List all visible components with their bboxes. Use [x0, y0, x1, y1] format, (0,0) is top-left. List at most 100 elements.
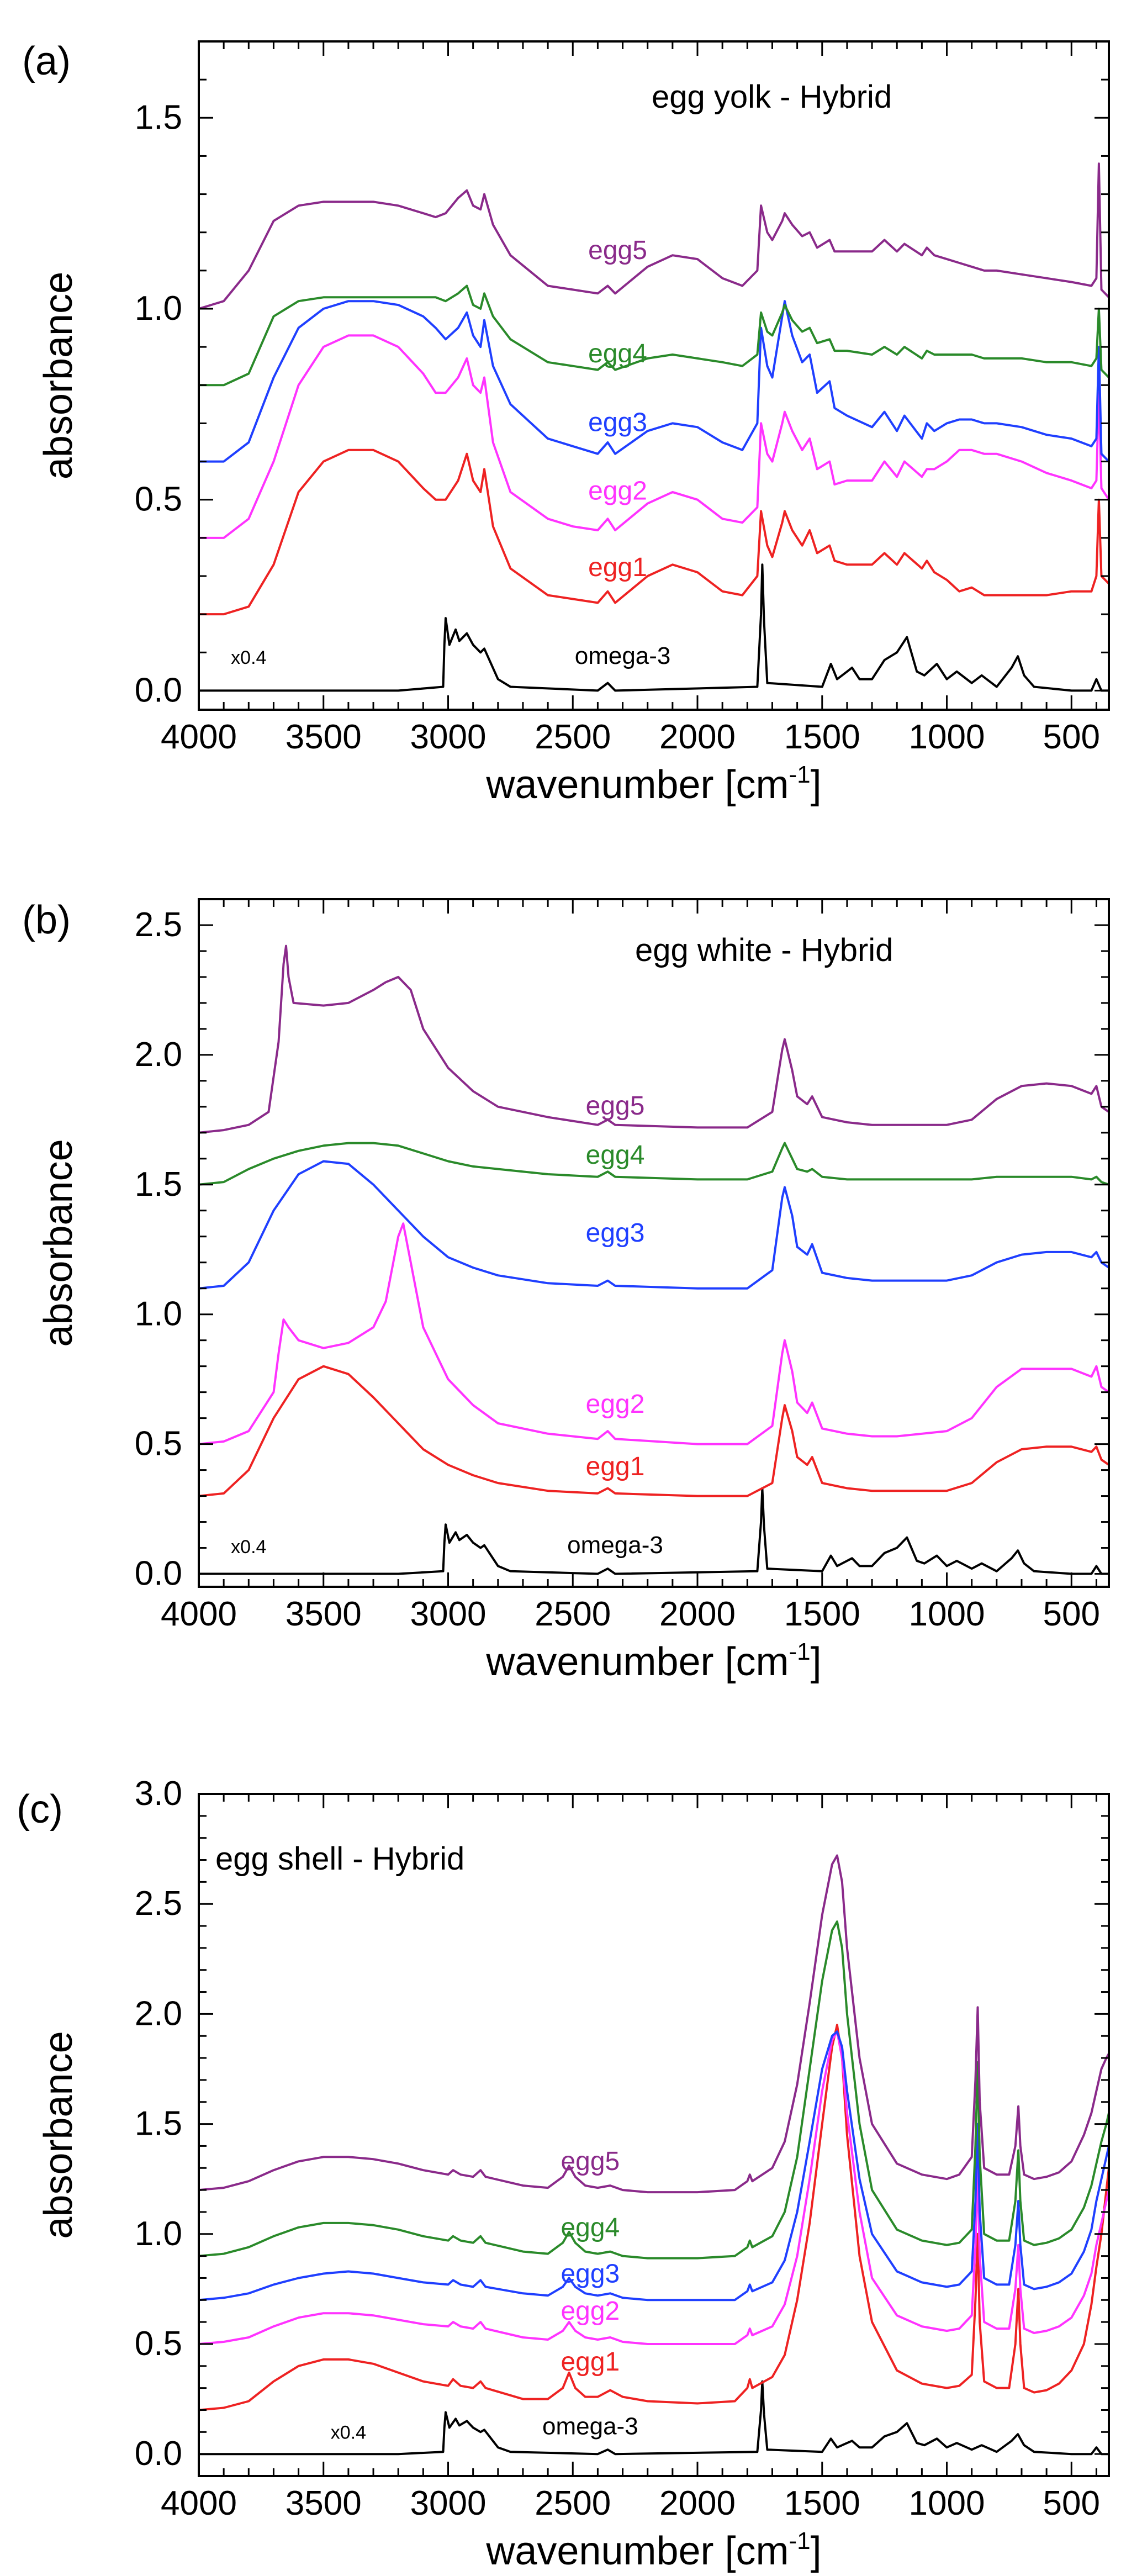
- series-line-egg3: [199, 1160, 1109, 1290]
- x-axis-label-main: wavenumber [cm: [485, 1640, 789, 1684]
- series-label-egg5: egg5: [561, 2147, 620, 2176]
- x-tick-label: 2000: [659, 718, 736, 756]
- x-tick-label: 2500: [535, 1595, 611, 1633]
- panel-label: (c): [17, 1787, 63, 1831]
- series-label-egg4: egg4: [586, 1141, 645, 1170]
- x-tick-label: 1500: [784, 718, 860, 756]
- series-line-egg2: [199, 334, 1109, 539]
- x-tick-label: 2500: [535, 2484, 611, 2522]
- x-tick-label: 1000: [909, 2484, 985, 2522]
- plot-frame: [198, 898, 1110, 1588]
- series-group: [199, 162, 1109, 692]
- x-axis-label-main: wavenumber [cm: [485, 2529, 789, 2573]
- series-line-omega-3: [199, 1487, 1109, 1575]
- panel-2: omega-3 egg1 egg2 egg3 egg4 egg5 x0.4 4000 3500 3…: [22, 898, 1110, 1684]
- x-tick-label: 4000: [161, 718, 237, 756]
- series-line-egg5: [199, 162, 1109, 310]
- y-tick-label: 0.5: [135, 481, 182, 519]
- series-line-egg4: [199, 1142, 1109, 1186]
- series-label-egg4: egg4: [561, 2213, 620, 2242]
- series-line-omega-3: [199, 563, 1109, 692]
- x-tick-label: 3500: [286, 718, 362, 756]
- x-axis-label: wavenumber [cm-1]: [485, 761, 821, 807]
- series-line-egg5: [199, 1854, 1109, 2194]
- y-tick-label: 2.5: [135, 906, 182, 944]
- series-label-omega-3: omega-3: [575, 642, 671, 669]
- y-axis-label: absorbance: [36, 272, 81, 479]
- y-tick-label: 0.0: [135, 2435, 182, 2473]
- x-tick-label: 500: [1043, 2484, 1100, 2522]
- series-line-egg5: [199, 944, 1109, 1134]
- series-label-egg3: egg3: [561, 2259, 620, 2288]
- x-axis-label-sup: -1: [789, 2527, 811, 2554]
- x-tick-label: 1500: [784, 1595, 860, 1633]
- series-label-egg1: egg1: [586, 1452, 645, 1481]
- y-tick-label: 1.5: [135, 98, 182, 136]
- series-line-omega-3: [199, 2380, 1109, 2456]
- x-tick-label: 3000: [410, 2484, 487, 2522]
- x-tick-label: 4000: [161, 2484, 237, 2522]
- series-line-egg2: [199, 1222, 1109, 1445]
- plot-frame: [198, 40, 1110, 711]
- x-axis-label-close: ]: [811, 2529, 822, 2573]
- series-label-egg2: egg2: [588, 477, 647, 506]
- y-tick-label: 0.0: [135, 671, 182, 709]
- series-label-egg5: egg5: [586, 1091, 645, 1121]
- x-axis-label: wavenumber [cm-1]: [485, 1638, 821, 1684]
- x-axis-label-close: ]: [811, 1640, 822, 1684]
- series-label-egg3: egg3: [588, 408, 647, 437]
- scale-annotation: x0.4: [331, 2422, 366, 2443]
- y-tick-label: 2.5: [135, 1885, 182, 1923]
- panel-title: egg shell - Hybrid: [215, 1841, 464, 1877]
- x-axis-label-sup: -1: [789, 761, 811, 788]
- panel-3: omega-3 egg1 egg2 egg3 egg4 egg5 x0.4 4000 3500 3…: [17, 1775, 1110, 2573]
- y-tick-label: 1.0: [135, 1295, 182, 1333]
- y-tick-label: 0.5: [135, 2325, 182, 2363]
- series-line-egg1: [199, 448, 1109, 616]
- x-tick-label: 3000: [410, 1595, 487, 1633]
- x-tick-label: 4000: [161, 1595, 237, 1633]
- x-tick-label: 3500: [286, 1595, 362, 1633]
- series-group: [199, 1854, 1109, 2456]
- scale-annotation: x0.4: [231, 647, 266, 668]
- series-label-egg1: egg1: [561, 2347, 620, 2377]
- panel-label: (b): [22, 898, 71, 942]
- y-tick-label: 0.5: [135, 1425, 182, 1463]
- y-tick-label: 1.0: [135, 2215, 182, 2253]
- y-tick-label: 1.0: [135, 289, 182, 328]
- series-label-egg2: egg2: [586, 1390, 645, 1419]
- plot-frame: [198, 1793, 1110, 2477]
- y-axis-label: absorbance: [36, 2031, 81, 2239]
- panel-title: egg white - Hybrid: [635, 932, 893, 968]
- panel-label: (a): [22, 39, 71, 83]
- series-label-omega-3: omega-3: [542, 2413, 638, 2440]
- y-axis-label: absorbance: [36, 1139, 81, 1347]
- series-line-egg3: [199, 2030, 1109, 2301]
- y-tick-label: 1.5: [135, 2105, 182, 2143]
- series-label-egg3: egg3: [586, 1218, 645, 1248]
- x-tick-label: 500: [1043, 718, 1100, 756]
- series-label-egg4: egg4: [588, 339, 647, 368]
- series-line-egg2: [199, 2030, 1109, 2345]
- series-line-egg4: [199, 284, 1109, 387]
- x-tick-label: 1000: [909, 718, 985, 756]
- series-label-egg2: egg2: [561, 2297, 620, 2326]
- x-tick-label: 3500: [286, 2484, 362, 2522]
- x-tick-label: 500: [1043, 1595, 1100, 1633]
- x-axis-label: wavenumber [cm-1]: [485, 2527, 821, 2573]
- series-group: [199, 944, 1109, 1575]
- series-label-egg1: egg1: [588, 553, 647, 582]
- x-axis-label-close: ]: [811, 763, 822, 807]
- x-axis-label-sup: -1: [789, 1638, 811, 1665]
- series-label-egg5: egg5: [588, 236, 647, 265]
- y-tick-label: 3.0: [135, 1775, 182, 1813]
- series-label-omega-3: omega-3: [567, 1532, 663, 1559]
- y-tick-label: 2.0: [135, 1036, 182, 1074]
- y-tick-label: 2.0: [135, 1994, 182, 2033]
- series-line-egg1: [199, 1365, 1109, 1497]
- panel-1: omega-3 egg1 egg2 egg3 egg4 egg5 x0.4 4000 3500 3…: [22, 39, 1110, 807]
- y-tick-label: 1.5: [135, 1165, 182, 1203]
- x-tick-label: 2000: [659, 2484, 736, 2522]
- x-tick-label: 1500: [784, 2484, 860, 2522]
